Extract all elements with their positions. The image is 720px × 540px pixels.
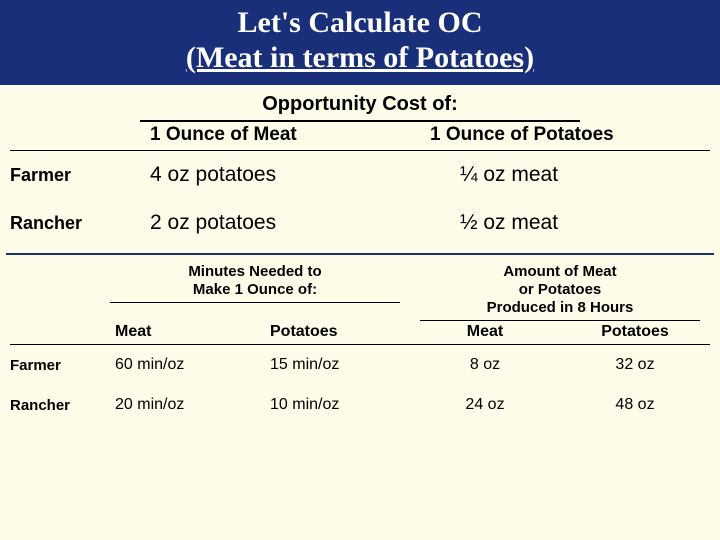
title-line1: Let's Calculate OC: [10, 6, 710, 41]
cell-potatoes: ½ oz meat: [410, 211, 710, 235]
sub-c3: Meat: [410, 323, 560, 341]
cell-meat: 4 oz potatoes: [130, 163, 410, 187]
cell: 48 oz: [560, 396, 710, 414]
table1-subheader: 1 Ounce of Meat 1 Ounce of Potatoes: [10, 124, 710, 146]
table1-header: Opportunity Cost of:: [10, 93, 710, 120]
table2-group1: Minutes Needed toMake 1 Ounce of:: [100, 263, 410, 299]
table2-subheader: Meat Potatoes Meat Potatoes: [10, 323, 710, 341]
table2-group-headers: Minutes Needed toMake 1 Ounce of: Amount…: [10, 263, 710, 321]
row-label: Rancher: [10, 213, 130, 234]
cell: 24 oz: [410, 396, 560, 414]
title-banner: Let's Calculate OC (Meat in terms of Pot…: [0, 0, 720, 85]
table2-group2: Amount of Meator PotatoesProduced in 8 H…: [410, 263, 710, 317]
production-table: Minutes Needed toMake 1 Ounce of: Amount…: [10, 263, 710, 425]
cell: 15 min/oz: [255, 356, 410, 374]
row-label: Farmer: [10, 357, 100, 374]
row-label: Farmer: [10, 165, 130, 186]
row-label: Rancher: [10, 397, 100, 414]
table1-col1-header: 1 Ounce of Meat: [130, 124, 410, 146]
sub-c1: Meat: [100, 323, 255, 341]
cell: 20 min/oz: [100, 396, 255, 414]
table-row: Rancher 2 oz potatoes ½ oz meat: [10, 199, 710, 247]
cell: 8 oz: [410, 356, 560, 374]
sub-c2: Potatoes: [255, 323, 410, 341]
opportunity-cost-table: Opportunity Cost of: 1 Ounce of Meat 1 O…: [10, 93, 710, 247]
table1-header-rule: [140, 120, 580, 122]
sub-c4: Potatoes: [560, 323, 710, 341]
cell: 60 min/oz: [100, 356, 255, 374]
table1-col2-header: 1 Ounce of Potatoes: [410, 124, 710, 146]
table-row: Farmer 60 min/oz 15 min/oz 8 oz 32 oz: [10, 345, 710, 385]
group1-rule: [110, 302, 400, 303]
cell: 10 min/oz: [255, 396, 410, 414]
cell-potatoes: ¼ oz meat: [410, 163, 710, 187]
table-row: Rancher 20 min/oz 10 min/oz 24 oz 48 oz: [10, 385, 710, 425]
cell-meat: 2 oz potatoes: [130, 211, 410, 235]
cell: 32 oz: [560, 356, 710, 374]
table-row: Farmer 4 oz potatoes ¼ oz meat: [10, 151, 710, 199]
group2-rule: [420, 320, 700, 321]
title-line2: (Meat in terms of Potatoes): [10, 41, 710, 76]
table-separator: [6, 253, 714, 255]
